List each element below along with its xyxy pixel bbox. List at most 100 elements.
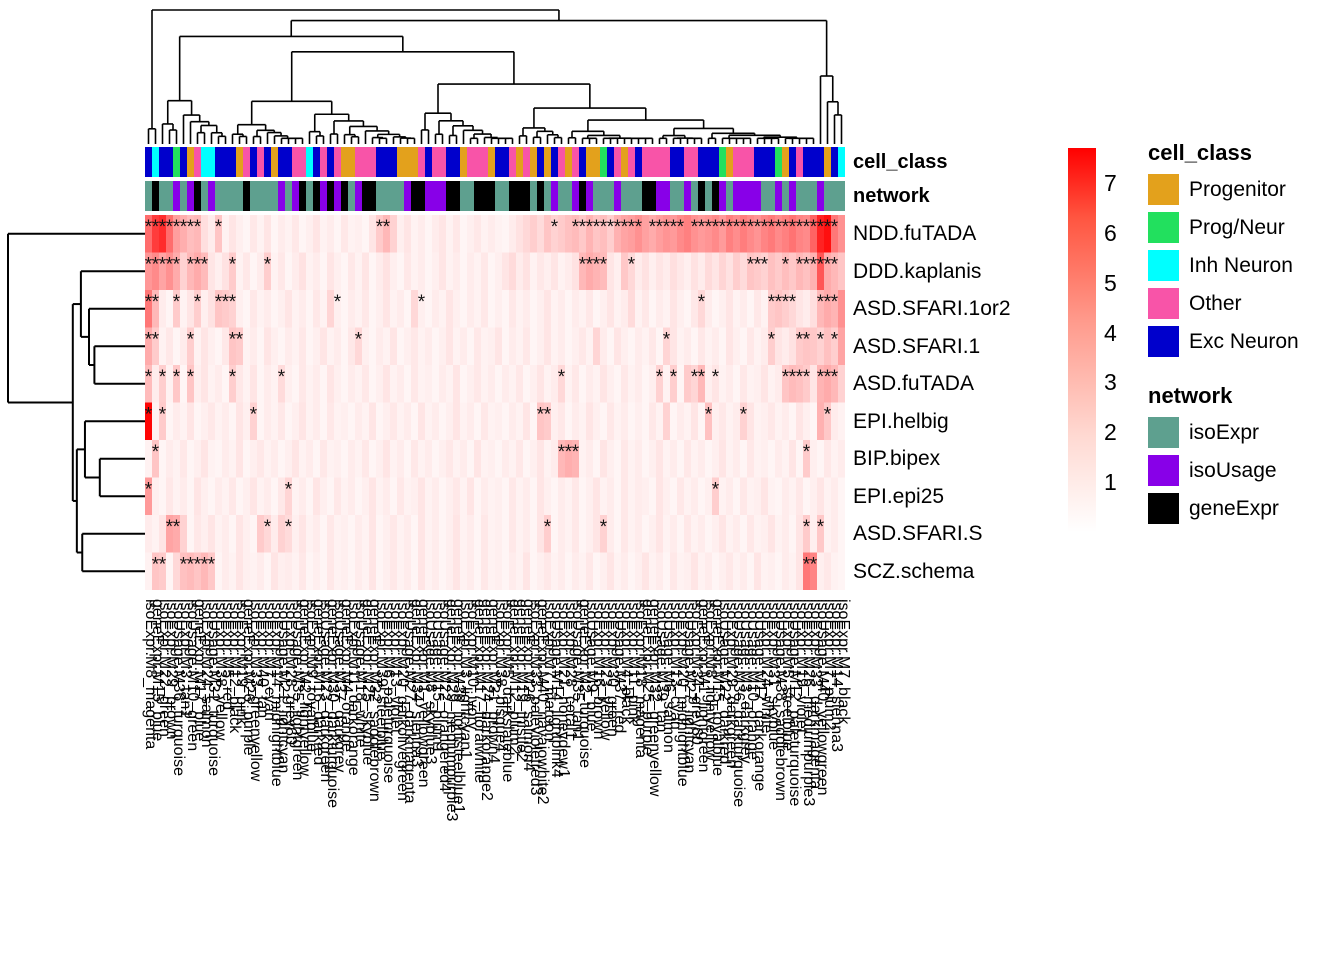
heatmap-cell xyxy=(509,515,516,553)
significance-asterisk: * xyxy=(159,405,167,426)
heatmap-cell xyxy=(768,477,775,515)
heatmap-cell xyxy=(257,402,264,440)
significance-asterisk: * xyxy=(607,217,615,238)
heatmap-cell xyxy=(299,402,306,440)
cell-class-cell-57 xyxy=(537,147,544,177)
significance-asterisk: * xyxy=(628,255,636,276)
heatmap-cell xyxy=(768,215,775,253)
cell-class-cell-81 xyxy=(705,147,712,177)
heatmap-cell xyxy=(250,402,257,440)
heatmap-cell xyxy=(649,440,656,478)
heatmap-cell xyxy=(474,402,481,440)
heatmap-cell xyxy=(404,402,411,440)
network-cell-29 xyxy=(341,181,348,211)
network-cell-72 xyxy=(642,181,649,211)
cell-class-cell-47 xyxy=(467,147,474,177)
heatmap-cell xyxy=(516,477,523,515)
heatmap-cell xyxy=(201,402,208,440)
heatmap-cell xyxy=(705,365,712,403)
cell-class-cell-34 xyxy=(376,147,383,177)
heatmap-cell xyxy=(306,515,313,553)
heatmap-cell xyxy=(747,252,754,290)
network-cell-16 xyxy=(250,181,257,211)
heatmap-cell xyxy=(159,440,166,478)
significance-asterisk: * xyxy=(558,367,566,388)
heatmap-cell xyxy=(775,290,782,328)
network-cell-18 xyxy=(264,181,271,211)
heatmap-cell xyxy=(285,402,292,440)
heatmap-cell xyxy=(348,365,355,403)
heatmap-cell xyxy=(250,440,257,478)
heatmap-cell xyxy=(383,552,390,590)
heatmap-cell xyxy=(614,290,621,328)
heatmap-cell xyxy=(628,402,635,440)
heatmap-cell xyxy=(768,327,775,365)
heatmap-cell xyxy=(831,365,838,403)
cell_class-legend-item: Progenitor xyxy=(1148,174,1344,205)
heatmap-cell xyxy=(803,365,810,403)
heatmap-cell xyxy=(369,215,376,253)
heatmap-cell xyxy=(257,290,264,328)
heatmap-cell xyxy=(390,327,397,365)
significance-asterisk: * xyxy=(789,292,797,313)
heatmap-cell xyxy=(761,365,768,403)
heatmap-cell xyxy=(768,290,775,328)
heatmap-cell xyxy=(761,477,768,515)
heatmap-cell xyxy=(817,477,824,515)
significance-asterisk: * xyxy=(600,217,608,238)
heatmap-cell xyxy=(173,290,180,328)
heatmap-cell xyxy=(656,552,663,590)
heatmap-cell xyxy=(747,215,754,253)
heatmap-cell xyxy=(649,252,656,290)
heatmap-cell xyxy=(593,290,600,328)
heatmap-cell xyxy=(579,477,586,515)
heatmap-cell xyxy=(376,365,383,403)
cell-class-cell-6 xyxy=(180,147,187,177)
network-cell-42 xyxy=(432,181,439,211)
cell-class-cell-20 xyxy=(278,147,285,177)
heatmap-cell xyxy=(817,552,824,590)
heatmap-cell xyxy=(607,327,614,365)
heatmap-cell xyxy=(278,515,285,553)
cell-class-cell-76 xyxy=(670,147,677,177)
heatmap-cell xyxy=(831,327,838,365)
heatmap-cell xyxy=(411,440,418,478)
heatmap-cell xyxy=(565,215,572,253)
heatmap-cell xyxy=(817,290,824,328)
heatmap-cell xyxy=(600,402,607,440)
heatmap-cell xyxy=(355,252,362,290)
heatmap-cell xyxy=(754,290,761,328)
heatmap-cell xyxy=(348,477,355,515)
heatmap-cell xyxy=(369,365,376,403)
heatmap-cell xyxy=(439,290,446,328)
heatmap-cell xyxy=(656,365,663,403)
significance-asterisk: * xyxy=(670,367,678,388)
significance-asterisk: * xyxy=(747,217,755,238)
network-cell-14 xyxy=(236,181,243,211)
network-cell-56 xyxy=(530,181,537,211)
significance-asterisk: * xyxy=(166,517,174,538)
network-cell-50 xyxy=(488,181,495,211)
cell-class-cell-40 xyxy=(418,147,425,177)
heatmap-cell xyxy=(327,365,334,403)
heatmap-cell xyxy=(481,440,488,478)
heatmap-cell xyxy=(418,440,425,478)
heatmap-cell xyxy=(810,365,817,403)
heatmap-cell xyxy=(544,252,551,290)
heatmap-cell xyxy=(432,290,439,328)
significance-asterisk: * xyxy=(796,255,804,276)
heatmap-cell xyxy=(173,440,180,478)
heatmap-cell xyxy=(586,440,593,478)
heatmap-cell xyxy=(747,290,754,328)
heatmap-cell xyxy=(712,552,719,590)
heatmap-cell xyxy=(558,215,565,253)
significance-asterisk: * xyxy=(803,555,811,576)
heatmap-cell xyxy=(516,365,523,403)
network-cell-70 xyxy=(628,181,635,211)
heatmap-cell xyxy=(390,290,397,328)
heatmap-cell xyxy=(201,290,208,328)
heatmap-cell xyxy=(460,215,467,253)
heatmap-cell xyxy=(376,477,383,515)
heatmap-cell xyxy=(740,215,747,253)
heatmap-cell xyxy=(614,477,621,515)
